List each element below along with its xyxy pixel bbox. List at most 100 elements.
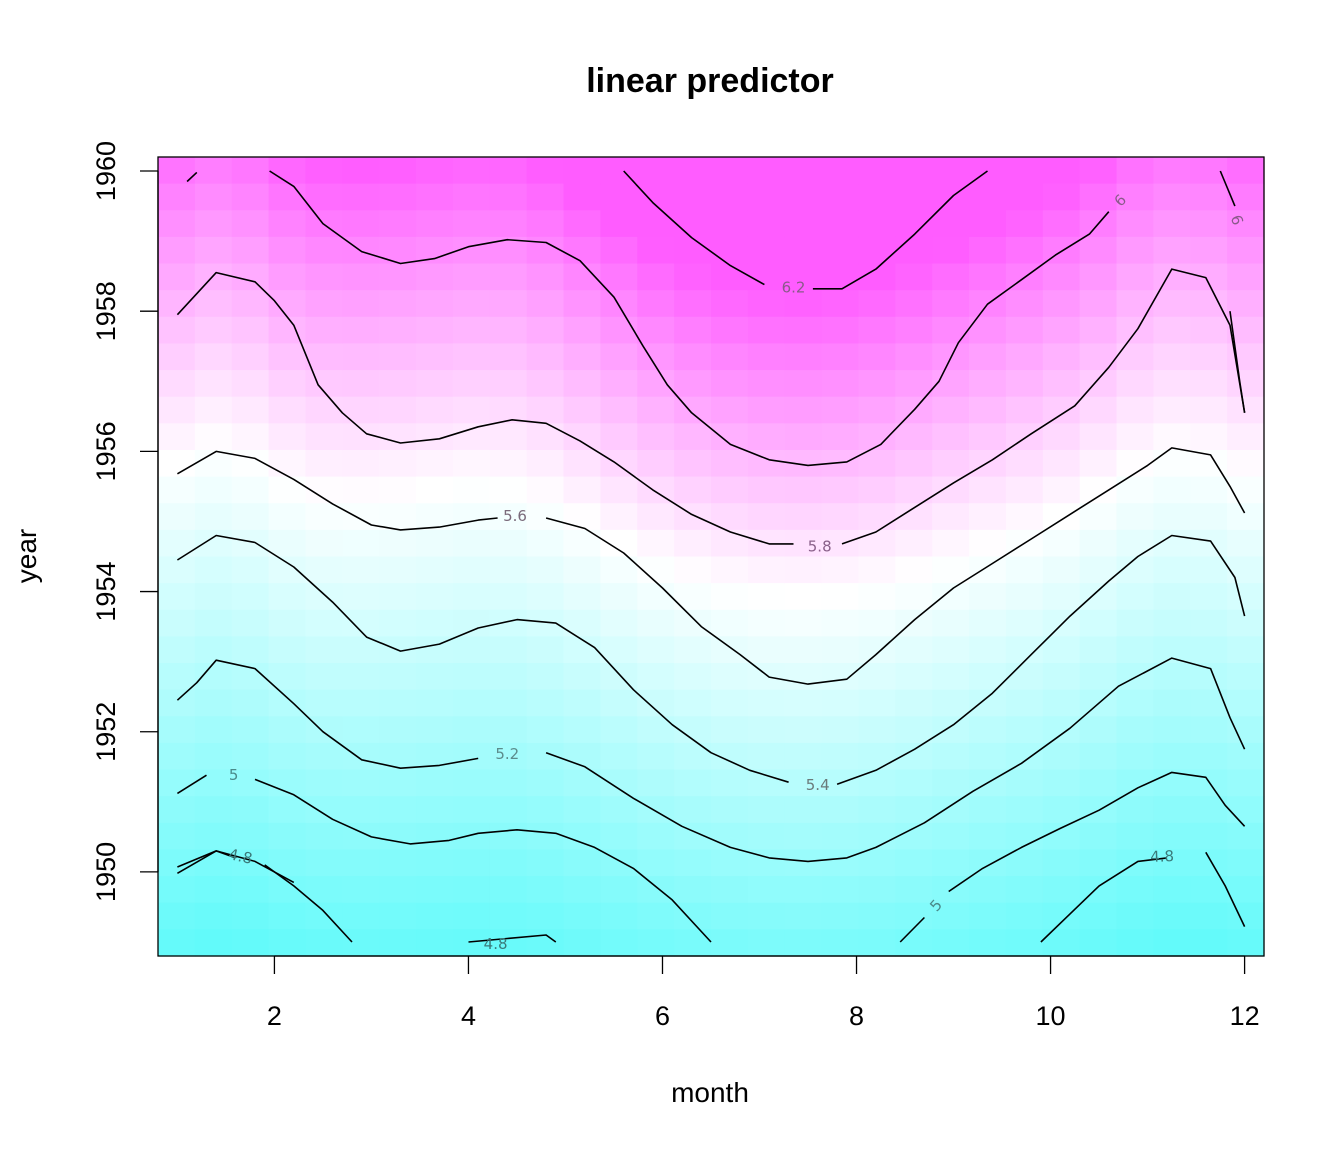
- heatmap-cell: [1042, 822, 1081, 851]
- heatmap-cell: [969, 742, 1007, 771]
- heatmap-cell: [969, 876, 1007, 904]
- contour-line-5-4: [176, 534, 789, 783]
- heatmap-cell: [489, 396, 528, 424]
- heatmap-cell: [342, 849, 380, 877]
- heatmap-cell: [932, 316, 970, 345]
- heatmap-cell: [784, 503, 823, 531]
- heatmap-cell: [821, 157, 860, 185]
- heatmap-cell: [379, 236, 417, 265]
- heatmap-cell: [858, 449, 896, 478]
- heatmap-cell: [268, 396, 307, 424]
- heatmap-cell: [674, 157, 712, 185]
- heatmap-cell: [895, 636, 933, 664]
- heatmap-cell: [1227, 396, 1265, 424]
- heatmap-cell: [600, 503, 638, 531]
- heatmap-cell: [969, 370, 1007, 398]
- heatmap-cell: [194, 929, 233, 957]
- heatmap-cell: [858, 370, 896, 398]
- contour-label: 4.8: [484, 935, 508, 953]
- heatmap-cell: [268, 157, 307, 185]
- heatmap-cell: [158, 370, 196, 398]
- heatmap-cell: [600, 636, 638, 664]
- heatmap-cell: [747, 183, 786, 211]
- heatmap-cell: [342, 476, 380, 504]
- heatmap-cell: [194, 636, 233, 664]
- heatmap-cell: [1153, 316, 1191, 345]
- heatmap-cell: [342, 183, 380, 211]
- heatmap-cell: [1190, 929, 1228, 957]
- heatmap-cell: [895, 210, 933, 238]
- heatmap-cell: [747, 290, 786, 318]
- heatmap-cell: [1005, 929, 1044, 957]
- heatmap-cell: [452, 609, 491, 637]
- heatmap-cell: [452, 716, 491, 744]
- heatmap-cell: [969, 210, 1007, 238]
- heatmap-cell: [1153, 396, 1191, 424]
- heatmap-cell: [194, 396, 233, 424]
- heatmap-cell: [784, 742, 823, 771]
- heatmap-cell: [452, 290, 491, 318]
- heatmap-cell: [711, 769, 749, 797]
- heatmap-cell: [489, 529, 528, 558]
- heatmap-cell: [452, 529, 491, 558]
- heatmap-cell: [711, 370, 749, 398]
- heatmap-cell: [821, 290, 860, 318]
- heatmap-cell: [231, 183, 270, 211]
- heatmap-cell: [268, 210, 307, 238]
- heatmap-cell: [489, 316, 528, 345]
- heatmap-cell: [342, 503, 380, 531]
- heatmap-cell: [858, 529, 896, 558]
- heatmap-cell: [526, 769, 565, 797]
- heatmap-cell: [600, 796, 638, 824]
- heatmap-cell: [416, 449, 454, 478]
- heatmap-cell: [452, 796, 491, 824]
- heatmap-cell: [858, 476, 896, 504]
- contour-line-5-2: [176, 659, 479, 769]
- heatmap-cell: [489, 210, 528, 238]
- y-tick-label: 1960: [91, 141, 121, 201]
- heatmap-cell: [563, 849, 601, 877]
- heatmap-cell: [489, 742, 528, 771]
- heatmap-cell: [1005, 449, 1044, 478]
- heatmap-cell: [711, 210, 749, 238]
- heatmap-cell: [858, 503, 896, 531]
- heatmap-cell: [969, 529, 1007, 558]
- heatmap-cell: [1153, 716, 1191, 744]
- heatmap-cell: [1116, 636, 1154, 664]
- heatmap-cell: [268, 929, 307, 957]
- heatmap-cell: [268, 716, 307, 744]
- heatmap-cell: [1042, 663, 1081, 691]
- heatmap-cell: [305, 822, 343, 851]
- heatmap-cell: [858, 316, 896, 345]
- chart-title: linear predictor: [586, 62, 834, 100]
- heatmap-cell: [1153, 183, 1191, 211]
- heatmap-cell: [1153, 290, 1191, 318]
- heatmap-cell: [1227, 503, 1265, 531]
- heatmap-cell: [711, 716, 749, 744]
- heatmap-cell: [416, 609, 454, 637]
- heatmap-cell: [821, 263, 860, 291]
- heatmap-cell: [895, 236, 933, 265]
- heatmap-cell: [637, 769, 675, 797]
- heatmap-cell: [194, 183, 233, 211]
- heatmap-cell: [932, 236, 970, 265]
- heatmap-cell: [342, 343, 380, 371]
- heatmap-cell: [1005, 902, 1044, 930]
- heatmap-cell: [342, 902, 380, 930]
- heatmap-cell: [231, 529, 270, 558]
- heatmap-cell: [711, 902, 749, 930]
- heatmap-cell: [895, 343, 933, 371]
- heatmap-cell: [305, 157, 343, 185]
- heatmap-cell: [158, 316, 196, 345]
- heatmap-cell: [268, 343, 307, 371]
- heatmap-cell: [600, 396, 638, 424]
- heatmap-cell: [932, 609, 970, 637]
- heatmap-cell: [637, 370, 675, 398]
- heatmap-cell: [416, 849, 454, 877]
- heatmap-cell: [1005, 210, 1044, 238]
- heatmap-cell: [563, 423, 601, 451]
- heatmap-cell: [600, 529, 638, 558]
- heatmap-cell: [1116, 583, 1154, 611]
- contour-line-6: [1229, 311, 1246, 413]
- heatmap-cell: [489, 849, 528, 877]
